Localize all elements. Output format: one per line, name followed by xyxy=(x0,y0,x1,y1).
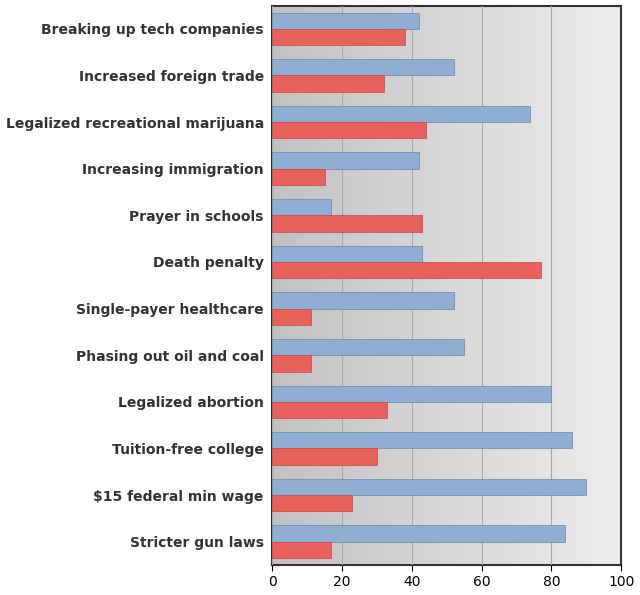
Bar xyxy=(272,432,572,449)
Bar xyxy=(272,199,332,215)
Bar xyxy=(272,12,419,29)
Bar xyxy=(272,402,387,418)
Bar xyxy=(272,262,541,278)
Bar xyxy=(272,339,464,355)
Bar xyxy=(272,479,586,495)
Bar xyxy=(272,246,422,262)
Bar xyxy=(272,59,454,76)
Bar xyxy=(272,215,422,231)
Bar xyxy=(272,541,332,558)
Bar xyxy=(272,292,454,309)
Bar xyxy=(272,355,310,371)
Bar xyxy=(272,495,353,512)
Bar xyxy=(272,309,310,325)
Bar xyxy=(272,386,552,402)
Bar xyxy=(272,525,565,541)
Bar xyxy=(272,122,426,139)
Bar xyxy=(272,449,377,465)
Bar xyxy=(272,152,419,169)
Bar xyxy=(272,169,324,185)
Bar xyxy=(272,106,531,122)
Bar xyxy=(272,29,405,45)
Bar xyxy=(272,76,384,92)
